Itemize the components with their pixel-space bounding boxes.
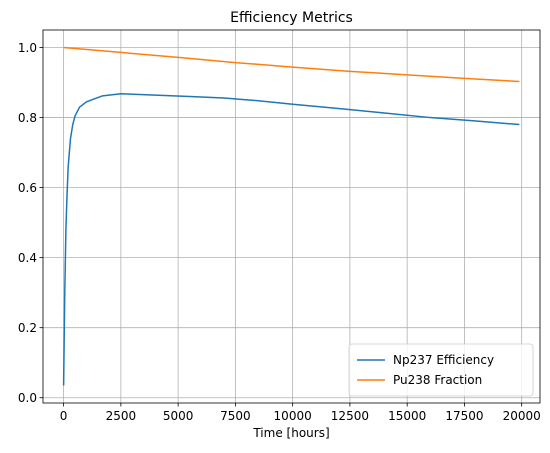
series-line-np237-efficiency xyxy=(62,92,520,386)
y-tick-label: 0.6 xyxy=(18,181,37,195)
x-tick-label: 2500 xyxy=(106,409,137,423)
y-tick-label: 0.4 xyxy=(18,251,37,265)
x-tick-label: 5000 xyxy=(163,409,194,423)
x-tick-label: 0 xyxy=(60,409,68,423)
grid-lines xyxy=(43,30,540,403)
legend-box xyxy=(348,343,534,397)
x-tick-label: 7500 xyxy=(220,409,251,423)
plot-frame xyxy=(42,29,541,404)
legend-label-np237-efficiency: Np237 Efficiency xyxy=(393,353,494,367)
axis-ticks: 0 2500 5000 7500 10000 12500 15000 17500 20000 0.… xyxy=(18,41,541,423)
x-tick-label: 10000 xyxy=(274,409,312,423)
legend-label-pu238-fraction: Pu238 Fraction xyxy=(393,373,482,387)
legend: Np237 Efficiency Pu238 Fraction xyxy=(348,343,534,397)
y-tick-label: 0.0 xyxy=(18,391,37,405)
x-tick-label: 17500 xyxy=(445,409,483,423)
series-lines xyxy=(62,46,520,386)
x-tick-label: 20000 xyxy=(503,409,541,423)
x-axis-label: Time [hours] xyxy=(252,426,329,440)
x-tick-label: 15000 xyxy=(388,409,426,423)
y-tick-label: 0.8 xyxy=(18,111,37,125)
y-tick-label: 1.0 xyxy=(18,41,37,55)
chart-title: Efficiency Metrics xyxy=(230,10,353,26)
x-tick-label: 12500 xyxy=(331,409,369,423)
y-tick-label: 0.2 xyxy=(18,321,37,335)
series-line-pu238-fraction xyxy=(63,46,520,83)
